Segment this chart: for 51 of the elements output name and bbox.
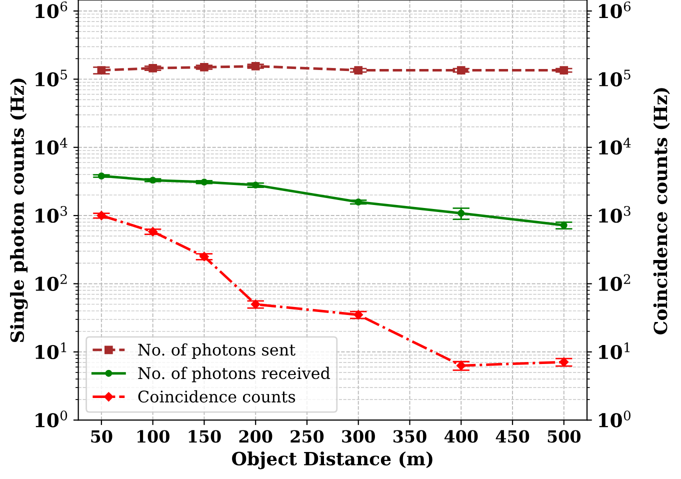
point [149,176,156,184]
text: 10$^{0}$ [599,410,630,428]
point [250,300,260,309]
y-tick-label: 10$^{3}$ [36,206,67,223]
x-tick-label: 400 [444,430,478,443]
point [456,66,466,74]
point [252,182,260,189]
x-tick-label: 100 [137,430,170,443]
x-axis-title: Object Distance (m) [232,451,432,470]
y-axis-title: Single photon counts (Hz) [10,78,28,342]
x-tick-label: 150 [188,430,221,443]
point [97,66,106,74]
x-tick-label: 350 [394,430,426,443]
point [251,62,260,70]
x-tick-label: 300 [342,430,375,443]
point [148,64,157,72]
text: 10$^{2}$ [599,274,630,291]
x-tick-label: 250 [290,430,324,443]
legend-label: No. of photons received [138,366,330,382]
y-tick-label: 10$^{6}$ [36,1,68,18]
y-tick-label: 10$^{1}$ [36,342,66,360]
text: 10$^{6}$ [599,1,631,18]
point [560,66,568,74]
y-tick-label: 10$^{2}$ [36,274,67,291]
y-tick-label: 10$^{4}$ [36,138,68,155]
legend-label: Coincidence counts [138,390,296,403]
text: 10$^{3}$ [599,206,630,223]
point [354,198,362,206]
point [148,227,158,236]
point [559,357,569,367]
point [458,210,465,217]
point [560,222,568,229]
point [200,178,208,186]
text: 10$^{1}$ [599,342,630,360]
point [98,172,105,180]
text: 10$^{5}$ [599,70,630,86]
point [96,210,106,220]
x-tick-label: 200 [239,430,272,443]
point [456,360,466,370]
point [200,63,208,72]
y-tick-label: 10$^{0}$ [36,410,68,428]
x-tick-label: 50 [91,430,112,443]
y2-axis-title: Coincidence counts (Hz) [653,88,670,334]
point [354,66,363,74]
point [354,310,363,320]
x-tick-label: 500 [548,430,581,443]
y-tick-label: 10$^{5}$ [36,70,67,86]
text: 10$^{4}$ [599,138,631,155]
x-tick-label: 450 [496,430,530,443]
legend-label: No. of photons sent [138,343,296,359]
point [200,252,209,262]
